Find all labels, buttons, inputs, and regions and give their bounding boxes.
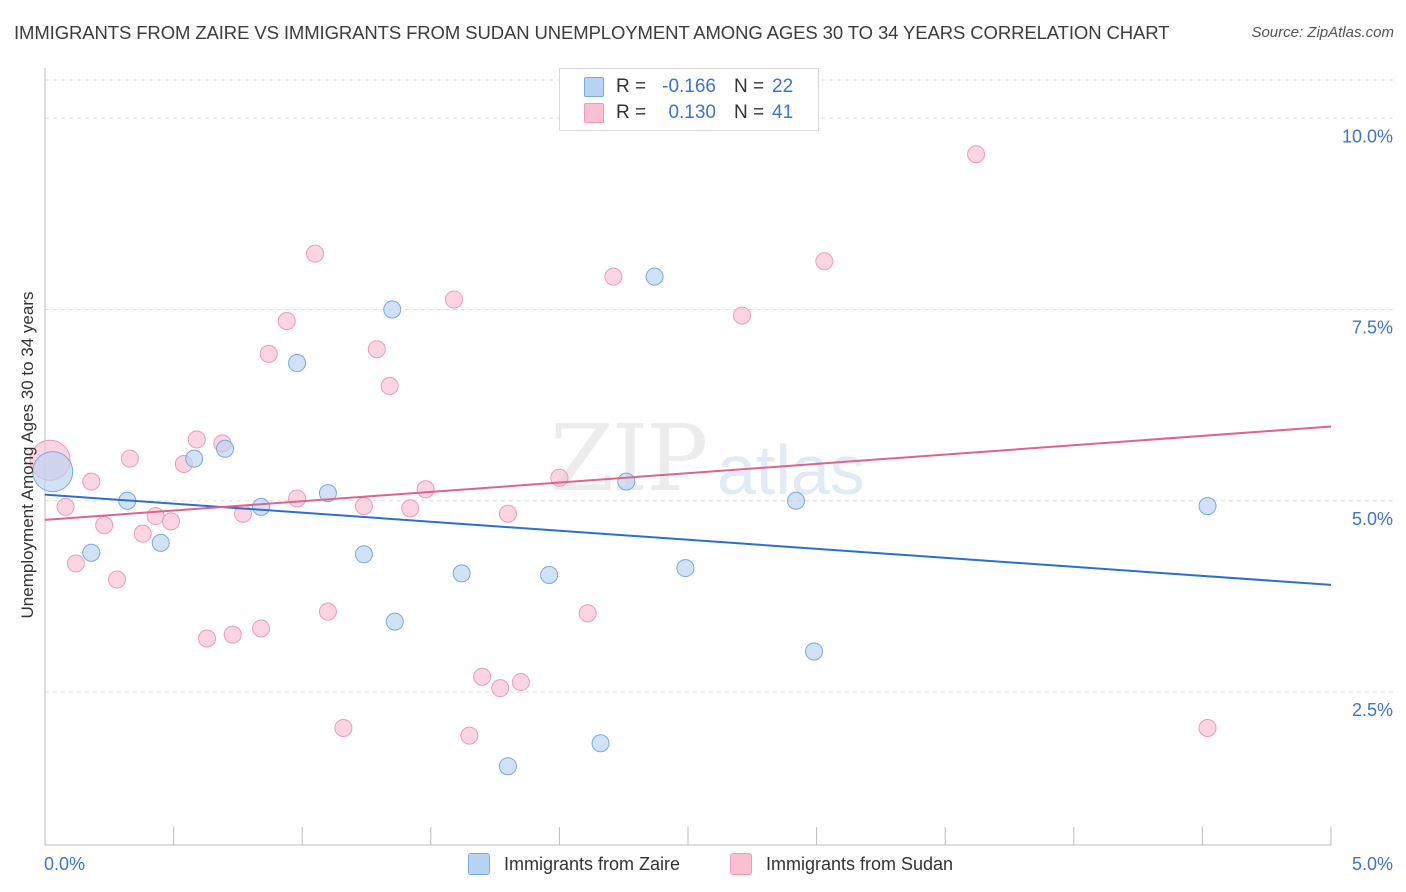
zaire-point [32,451,74,493]
sudan-legend-label: Immigrants from Sudan [766,853,954,874]
sudan-point [967,145,986,164]
bottom-legend-sudan: Immigrants from Sudan [730,852,953,876]
zaire-swatch [584,77,604,97]
sudan-point [491,679,510,698]
n-label: N = [734,102,765,123]
sudan-point [473,667,492,686]
r-label: R = [616,76,647,97]
y-tick-label: 5.0% [1352,509,1393,529]
sudan-point [416,480,435,499]
r-label: R = [616,102,647,123]
sudan-point [223,625,242,644]
sudan-point [82,472,101,491]
sudan-point [259,344,278,363]
sudan-point [187,430,206,449]
sudan-point [604,267,623,286]
sudan-point [815,252,834,271]
sudan-point [367,340,386,359]
zaire-point [288,354,307,373]
zaire-point [617,472,636,491]
sudan-point [108,570,127,589]
sudan-point [498,504,517,523]
sudan-point [56,497,75,516]
sudan-swatch [584,103,604,123]
zaire-point [318,484,337,503]
zaire-point [645,267,664,286]
sudan-point [380,377,399,395]
watermark-zip: ZIP [550,405,708,512]
zaire-legend-label: Immigrants from Zaire [504,853,681,874]
zaire-legend-swatch [468,853,490,875]
zaire-point [151,533,170,552]
y-axis-label: Unemployment Among Ages 30 to 34 years [18,291,37,619]
zaire-point [805,642,824,661]
sudan-point [1198,718,1217,737]
sudan-r-value: 0.130 [668,102,716,123]
sudan-point [198,629,217,648]
sudan-point [318,602,337,621]
sudan-point [444,290,463,309]
sudan-point [288,489,307,508]
n-label: N = [734,76,765,97]
sudan-point [252,619,271,638]
sudan-point [578,604,597,623]
x-tick-label: 0.0% [44,854,85,874]
sudan-point [306,244,325,263]
sudan-trend-line [44,425,1332,521]
legend-row-sudan: R = 0.130 N = 41 [584,101,793,125]
zaire-point [787,491,806,510]
zaire-point [498,757,517,776]
chart-title: IMMIGRANTS FROM ZAIRE VS IMMIGRANTS FROM… [14,22,1170,43]
sudan-point [460,726,479,745]
stats-legend: R = -0.166 N = 22 R = 0.130 N = 41 [559,68,819,131]
zaire-point [1198,497,1217,516]
y-tick-label: 10.0% [1342,126,1393,146]
zaire-point [591,734,610,753]
source-label: Source: ZipAtlas.com [1251,24,1394,41]
zaire-point [385,612,404,631]
sudan-n-value: 41 [772,102,794,123]
zaire-point [540,565,559,584]
sudan-point [277,311,296,330]
zaire-point [185,449,204,468]
zaire-point [383,300,402,319]
zaire-point [354,545,373,564]
sudan-point [66,554,85,573]
y-tick-label: 7.5% [1352,318,1393,338]
sudan-point [334,718,353,737]
zaire-trend-line [44,493,1332,586]
sudan-point [733,306,752,325]
sudan-point [146,507,165,526]
sudan-legend-swatch [730,853,752,875]
zaire-point [676,559,695,578]
sudan-point [95,516,114,535]
sudan-point [120,449,139,468]
zaire-n-value: 22 [772,76,794,97]
x-tick-label: 5.0% [1352,854,1393,874]
sudan-point [133,524,152,543]
bottom-legend-zaire: Immigrants from Zaire [468,852,680,876]
zaire-point [216,439,235,458]
sudan-point [354,497,373,516]
legend-row-zaire: R = -0.166 N = 22 [584,75,793,99]
zaire-point [452,564,471,583]
zaire-point [252,497,271,516]
sudan-point [162,512,181,531]
sudan-point [511,673,530,692]
zaire-point [82,543,101,562]
zaire-r-value: -0.166 [662,76,716,97]
sudan-point [401,499,420,518]
y-tick-label: 2.5% [1352,700,1393,720]
